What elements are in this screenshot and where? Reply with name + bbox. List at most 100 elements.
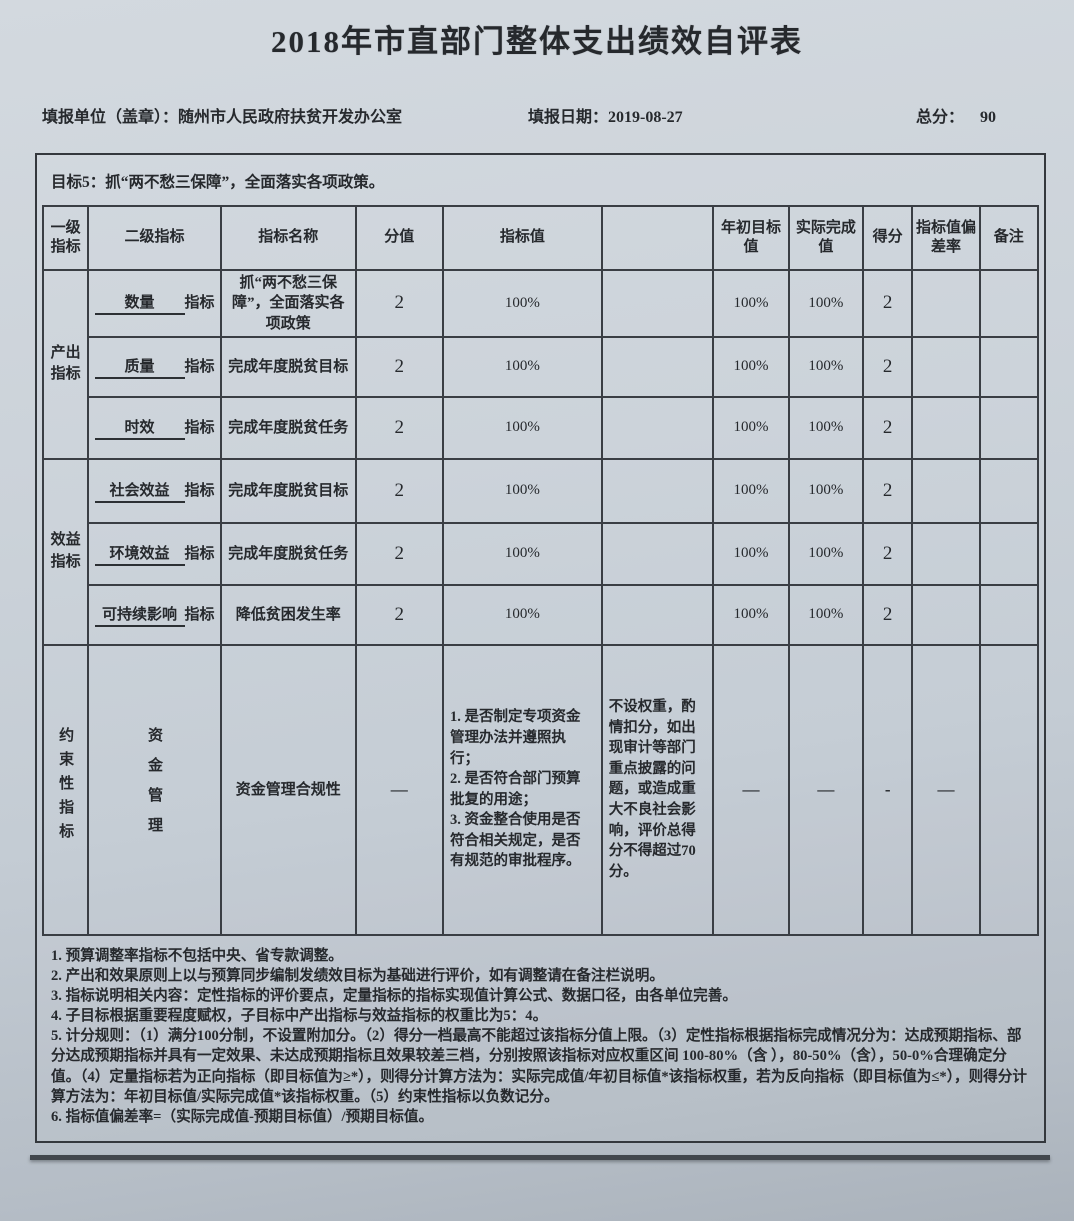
deviation-cell <box>911 521 981 586</box>
indicator-value-cell: 100% <box>441 457 603 524</box>
actual-cell: 100% <box>787 395 865 460</box>
points-cell: 2 <box>354 457 444 524</box>
total-score-label: 总分： <box>916 109 965 126</box>
deviation-cell: — <box>911 643 981 936</box>
indicator-value-cell: 100% <box>441 269 603 338</box>
header-year-start-target: 年初目标值 <box>712 205 790 271</box>
indicator-value-cell: 100% <box>441 335 603 398</box>
group-label-output: 产出指标 <box>41 269 90 460</box>
goal-line: 目标5：抓“两不愁三保障”，全面落实各项政策。 <box>51 174 385 191</box>
score-cell: 2 <box>862 583 914 646</box>
sub-indicator-blank: 数量 <box>94 291 185 316</box>
indicator-value-cell: 100% <box>441 521 603 586</box>
indicator-name: 抓“两不愁三保障”，全面落实各项政策 <box>219 269 357 338</box>
header-actual-completion: 实际完成值 <box>787 205 865 271</box>
filing-info-row: 填报单位（盖章）：随州市人民政府扶贫开发办公室 填报日期：2019-08-27 … <box>0 103 1074 129</box>
evaluation-table: 一级指标 二级指标 指标名称 分值 指标值 年初目标值 实际完成值 得分 指标值… <box>41 205 1040 936</box>
indicator-name: 完成年度脱贫任务 <box>219 521 357 586</box>
actual-cell: 100% <box>787 335 865 398</box>
remark-cell <box>978 269 1040 338</box>
actual-cell: 100% <box>787 521 865 586</box>
points-cell: — <box>354 643 444 936</box>
target-cell: 100% <box>712 335 790 398</box>
score-cell: 2 <box>862 335 914 398</box>
score-cell: 2 <box>862 521 914 586</box>
score-cell: - <box>862 643 914 936</box>
points-cell: 2 <box>354 269 444 338</box>
footnote-3: 3. 指标说明相关内容：定性指标的评价要点，定量指标的指标实现值计算公式、数据口… <box>51 988 737 1004</box>
deviation-cell <box>911 335 981 398</box>
constraint-weight-note: 不设权重，酌情扣分，如出现审计等部门重点披露的问题，或造成重大不良社会影响，评价… <box>600 643 715 936</box>
remark-cell <box>978 583 1040 646</box>
group-label-benefit: 效益指标 <box>41 457 90 646</box>
header-indicator-value: 指标值 <box>441 205 603 271</box>
footnote-1: 1. 预算调整率指标不包括中央、省专款调整。 <box>51 947 343 964</box>
deviation-cell <box>911 583 981 646</box>
sub-indicator: 时效 指标 <box>87 395 222 460</box>
indicator-name: 资金管理合规性 <box>219 643 357 936</box>
target-cell: 100% <box>712 583 790 646</box>
indicator-value-cell: 100% <box>441 583 603 646</box>
indicator-name: 完成年度脱贫任务 <box>219 395 357 460</box>
blank-cell <box>600 457 715 524</box>
footnote-4: 4. 子目标根据重要程度赋权，子目标中产出指标与效益指标的权重比为5：4。 <box>51 1008 548 1025</box>
sub-indicator-rest: 指标 <box>184 606 215 623</box>
sub-indicator-rest: 指标 <box>184 482 215 499</box>
indicator-name: 完成年度脱贫目标 <box>219 457 357 524</box>
footnotes: 1. 预算调整率指标不包括中央、省专款调整。 2. 产出和效果原则上以与预算同步… <box>37 936 1044 1141</box>
points-cell: 2 <box>354 521 444 586</box>
sub-indicator: 质量 指标 <box>87 335 222 398</box>
score-cell: 2 <box>862 457 914 524</box>
blank-cell <box>600 269 715 338</box>
header-level1: 一级指标 <box>41 205 90 271</box>
blank-cell <box>600 521 715 586</box>
table-row: 质量 指标 完成年度脱贫目标 2 100% 100% 100% 2 <box>43 335 1040 398</box>
actual-cell: 100% <box>787 269 865 338</box>
filing-unit-value: 随州市人民政府扶贫开发办公室 <box>178 109 403 126</box>
deviation-cell <box>911 269 981 338</box>
remark-cell <box>978 643 1040 936</box>
table-row: 时效 指标 完成年度脱贫任务 2 100% 100% 100% 2 <box>43 395 1040 460</box>
header-deviation-rate: 指标值偏差率 <box>911 205 981 271</box>
header-score: 得分 <box>862 205 914 271</box>
constraint-level2-text: 资金管理 <box>146 727 163 848</box>
blank-cell <box>600 583 715 646</box>
page-edge-shadow <box>30 1154 1050 1160</box>
deviation-cell <box>911 395 981 460</box>
total-score: 总分： 90 <box>916 103 996 127</box>
points-cell: 2 <box>354 583 444 646</box>
footnote-6: 6. 指标值偏差率=（实际完成值-预期目标值）/预期目标值。 <box>51 1108 434 1125</box>
table-header-row: 一级指标 二级指标 指标名称 分值 指标值 年初目标值 实际完成值 得分 指标值… <box>41 205 1040 271</box>
indicator-value-cell: 100% <box>441 395 603 460</box>
sub-indicator-rest: 指标 <box>184 358 215 375</box>
target-cell: 100% <box>712 269 790 338</box>
sub-indicator-blank: 环境效益 <box>94 542 185 566</box>
header-level2: 二级指标 <box>87 205 222 271</box>
actual-cell: — <box>787 643 865 936</box>
constraint-level2: 资金管理 <box>87 643 222 936</box>
total-score-value: 90 <box>980 109 997 126</box>
remark-cell <box>978 521 1040 586</box>
constraint-criteria: 1. 是否制定专项资金管理办法并遵照执行； 2. 是否符合部门预算批复的用途； … <box>441 643 603 936</box>
header-points: 分值 <box>354 205 444 271</box>
points-cell: 2 <box>354 335 444 398</box>
blank-cell <box>600 395 715 460</box>
sub-indicator-blank: 社会效益 <box>94 479 185 503</box>
sub-indicator-rest: 指标 <box>184 545 215 562</box>
group-label-constraint: 约束性指标 <box>41 643 90 936</box>
remark-cell <box>978 457 1040 524</box>
points-cell: 2 <box>354 395 444 460</box>
table-row: 产出指标 数量 指标 抓“两不愁三保障”，全面落实各项政策 2 100% 100%… <box>41 269 1040 460</box>
sub-indicator-rest: 指标 <box>184 295 215 312</box>
footnote-2: 2. 产出和效果原则上以与预算同步编制发绩效目标为基础进行评价，如有调整请在备注… <box>51 967 664 984</box>
sub-indicator: 环境效益 指标 <box>87 521 222 586</box>
filing-unit: 填报单位（盖章）：随州市人民政府扶贫开发办公室 <box>42 103 402 127</box>
table-row: 效益指标 社会效益 指标 完成年度脱贫目标 2 100% 100% 100% 2 <box>41 457 1040 646</box>
indicator-name: 降低贫困发生率 <box>219 583 357 646</box>
header-remark: 备注 <box>978 205 1040 271</box>
table-row: 可持续影响 指标 降低贫困发生率 2 100% 100% 100% 2 <box>43 583 1040 646</box>
footnote-5: 5. 计分规则：（1）满分100分制，不设置附加分。（2）得分一档最高不能超过该… <box>51 1028 1027 1105</box>
actual-cell: 100% <box>787 457 865 524</box>
remark-cell <box>978 395 1040 460</box>
score-cell: 2 <box>862 395 914 460</box>
